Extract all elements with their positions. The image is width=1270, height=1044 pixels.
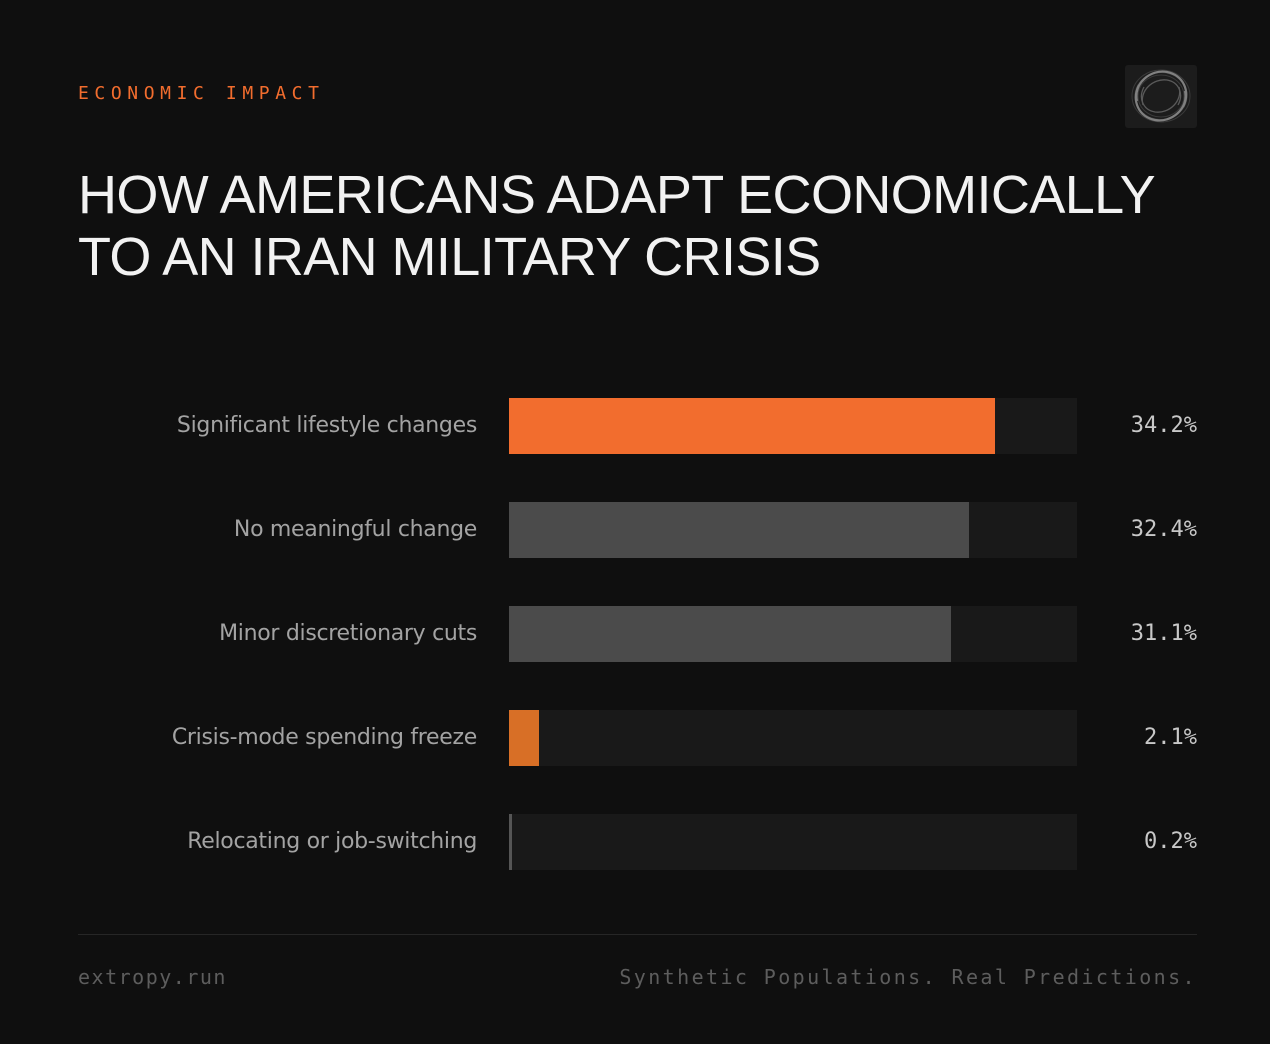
- bar-track: [509, 606, 1077, 662]
- title-line-2: TO AN IRAN MILITARY CRISIS: [78, 227, 821, 287]
- bar-track: [509, 398, 1077, 454]
- eyebrow-label: ECONOMIC IMPACT: [78, 83, 325, 104]
- bar-no-meaningful-change: [509, 502, 969, 558]
- category-label: Crisis-mode spending freeze: [171, 725, 477, 750]
- bar-relocating-or-job-switching: [509, 814, 512, 870]
- value-label: 0.2%: [1144, 829, 1197, 854]
- value-label: 31.1%: [1130, 621, 1197, 646]
- category-label: No meaningful change: [233, 517, 477, 542]
- ring-logo-svg: [1131, 69, 1191, 123]
- category-label: Significant lifestyle changes: [176, 413, 477, 438]
- footer-divider: [78, 934, 1197, 935]
- title-line-1: HOW AMERICANS ADAPT ECONOMICALLY: [78, 165, 1156, 225]
- bar-track: [509, 814, 1077, 870]
- footer-tagline: Synthetic Populations. Real Predictions.: [619, 965, 1197, 989]
- bar-crisis-mode-spending-freeze: [509, 710, 539, 766]
- value-label: 2.1%: [1144, 725, 1197, 750]
- ring-logo-icon: [1125, 65, 1197, 128]
- value-label: 34.2%: [1130, 413, 1197, 438]
- chart-title: HOW AMERICANS ADAPT ECONOMICALLY TO AN I…: [78, 164, 1178, 288]
- bar-minor-discretionary-cuts: [509, 606, 951, 662]
- value-label: 32.4%: [1130, 517, 1197, 542]
- bar-significant-lifestyle-changes: [509, 398, 995, 454]
- category-label: Relocating or job-switching: [187, 829, 477, 854]
- bar-track: [509, 710, 1077, 766]
- category-label: Minor discretionary cuts: [219, 621, 477, 646]
- bar-track: [509, 502, 1077, 558]
- footer-site-link[interactable]: extropy.run: [78, 965, 227, 989]
